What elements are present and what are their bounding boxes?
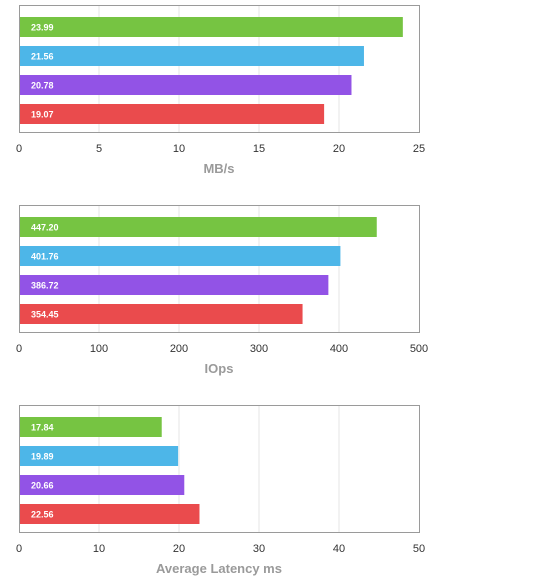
x-tick-label: 15 [253, 143, 265, 155]
bar [20, 304, 303, 324]
bar [20, 104, 325, 124]
x-tick-label: 20 [173, 543, 185, 555]
x-tick-label: 30 [253, 543, 265, 555]
x-tick-label: 10 [173, 143, 185, 155]
plot-frame [19, 405, 420, 533]
bar [20, 17, 403, 37]
x-tick-label: 20 [333, 143, 345, 155]
bar [20, 217, 377, 237]
chart-2: 447.20 401.76 386.72 354.45 0 100 200 300 400 500… [16, 205, 428, 376]
bar [20, 46, 364, 66]
plot-frame [19, 205, 420, 333]
bar [20, 75, 352, 95]
bar-value-label: 20.78 [31, 81, 54, 91]
x-tick-label: 100 [90, 343, 108, 355]
bar-value-label: 17.84 [31, 423, 54, 433]
bar [20, 246, 341, 266]
bar-value-label: 19.07 [31, 110, 54, 120]
x-tick-label: 500 [410, 343, 428, 355]
bar-value-label: 23.99 [31, 23, 54, 33]
bar [20, 417, 162, 437]
x-tick-label: 25 [413, 143, 425, 155]
x-tick-label: 5 [96, 143, 102, 155]
plot-frame [19, 5, 420, 133]
bar-value-label: 20.66 [31, 481, 54, 491]
bar [20, 446, 179, 466]
x-tick-label: 0 [16, 343, 22, 355]
x-tick-label: 0 [16, 543, 22, 555]
bar [20, 275, 329, 295]
x-tick-label: 300 [250, 343, 268, 355]
bar-value-label: 386.72 [31, 281, 59, 291]
x-axis-label: Average Latency ms [156, 561, 282, 576]
x-tick-label: 0 [16, 143, 22, 155]
x-tick-label: 40 [333, 543, 345, 555]
x-tick-label: 200 [170, 343, 188, 355]
bar [20, 475, 185, 495]
bar [20, 504, 200, 524]
bar-value-label: 22.56 [31, 510, 54, 520]
chart-1: 23.99 21.56 20.78 19.07 0 5 10 15 20 25 MB/s [16, 5, 425, 176]
x-axis-label: MB/s [203, 161, 234, 176]
bar-value-label: 447.20 [31, 223, 59, 233]
x-tick-label: 10 [93, 543, 105, 555]
bar-value-label: 21.56 [31, 52, 54, 62]
bar-value-label: 401.76 [31, 252, 59, 262]
x-axis-label: IOps [205, 361, 234, 376]
x-tick-label: 400 [330, 343, 348, 355]
chart-3: 17.84 19.89 20.66 22.56 0 10 20 30 40 50 Average L… [16, 405, 425, 576]
bar-value-label: 354.45 [31, 310, 59, 320]
x-tick-label: 50 [413, 543, 425, 555]
bar-value-label: 19.89 [31, 452, 54, 462]
